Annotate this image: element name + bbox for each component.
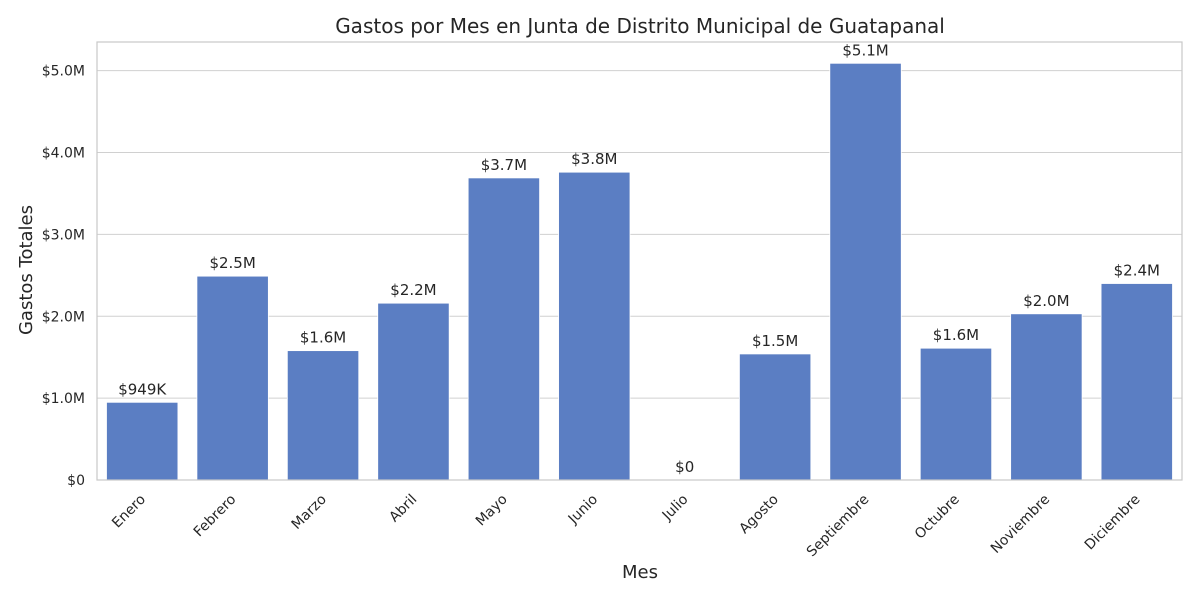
bar <box>286 350 360 481</box>
x-tick-label: Abril <box>386 492 420 526</box>
bar <box>196 275 269 481</box>
bar <box>829 62 902 481</box>
x-tick-label: Julio <box>659 492 692 525</box>
x-tick-label: Mayo <box>473 492 511 530</box>
x-axis-label: Mes <box>622 562 658 583</box>
y-tick-labels: $0 $1.0M $2.0M $3.0M $4.0M $5.0M <box>42 64 85 489</box>
data-label: $1.5M <box>752 332 798 350</box>
x-tick-label: Octubre <box>912 492 963 543</box>
x-tick-label: Enero <box>109 492 149 532</box>
x-tick-label: Septiembre <box>804 492 873 561</box>
bar <box>739 353 812 481</box>
data-labels: $949K $2.5M $1.6M $2.2M $3.7M $3.8M $0 $1.5M $5.… <box>118 41 1160 476</box>
bar <box>558 171 631 481</box>
x-tick-label: Junio <box>565 492 601 528</box>
x-tick-label: Noviembre <box>988 492 1053 557</box>
data-label: $2.4M <box>1114 262 1160 280</box>
bar <box>919 347 993 481</box>
x-tick-label: Marzo <box>289 492 330 533</box>
bars <box>106 62 1173 481</box>
y-axis-label: Gastos Totales <box>16 205 37 335</box>
y-tick-label: $5.0M <box>42 64 85 80</box>
x-tick-label: Febrero <box>191 492 240 541</box>
data-label: $3.8M <box>571 150 617 168</box>
data-label: $3.7M <box>481 156 527 174</box>
x-tick-label: Diciembre <box>1082 492 1144 554</box>
bar <box>1100 283 1173 481</box>
x-tick-label: Agosto <box>736 492 782 538</box>
bar <box>106 401 179 481</box>
data-label: $0 <box>675 458 694 476</box>
data-label: $2.2M <box>390 281 436 299</box>
data-label: $2.0M <box>1023 292 1069 310</box>
bar <box>377 302 450 481</box>
data-label: $949K <box>118 380 167 398</box>
y-tick-label: $0 <box>67 473 85 489</box>
data-label: $1.6M <box>933 326 979 344</box>
plot-frame <box>96 41 1183 481</box>
bar <box>467 177 540 481</box>
y-tick-label: $1.0M <box>42 391 85 407</box>
y-tick-label: $4.0M <box>42 146 85 162</box>
data-label: $2.5M <box>209 254 255 272</box>
y-tick-label: $2.0M <box>42 309 85 325</box>
data-label: $5.1M <box>842 41 888 59</box>
bar <box>1010 313 1083 481</box>
chart-title: Gastos por Mes en Junta de Distrito Muni… <box>335 14 945 38</box>
data-label: $1.6M <box>300 329 346 347</box>
x-tick-labels: Enero Febrero Marzo Abril Mayo Junio Julio Agos… <box>109 492 1143 561</box>
y-tick-label: $3.0M <box>42 227 85 243</box>
